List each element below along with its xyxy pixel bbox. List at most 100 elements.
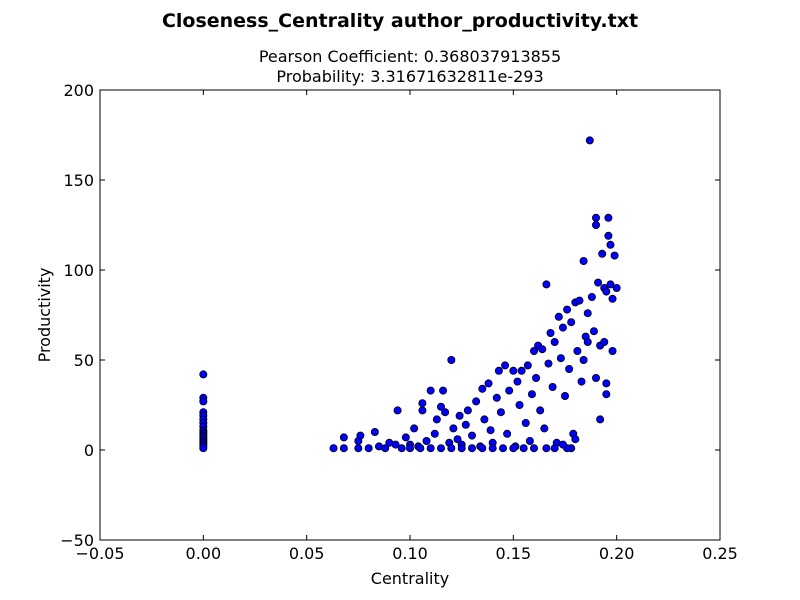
data-point xyxy=(455,411,464,420)
data-point xyxy=(436,402,445,411)
data-point xyxy=(391,440,400,449)
data-point xyxy=(339,433,348,442)
data-point xyxy=(592,220,601,229)
data-point xyxy=(370,427,379,436)
data-point xyxy=(410,424,419,433)
chart-subtitle-pearson: Pearson Coefficient: 0.368037913855 xyxy=(259,47,561,66)
data-point xyxy=(523,361,532,370)
chart-subtitle-probability: Probability: 3.31671632811e-293 xyxy=(276,67,543,86)
data-point xyxy=(461,420,470,429)
data-point xyxy=(525,436,534,445)
data-point xyxy=(558,323,567,332)
data-point xyxy=(496,408,505,417)
y-tick-label: 150 xyxy=(63,171,94,190)
data-point xyxy=(356,431,365,440)
data-point xyxy=(608,346,617,355)
data-point xyxy=(441,408,450,417)
data-point xyxy=(199,370,208,379)
x-ticks-layer: −0.05 0.00 0.05 0.10 0.15 0.20 0.25 xyxy=(75,90,738,563)
data-point xyxy=(515,400,524,409)
data-point xyxy=(478,444,487,453)
x-tick-label: −0.05 xyxy=(75,544,124,563)
data-point xyxy=(517,366,526,375)
data-point xyxy=(329,444,338,453)
data-point xyxy=(598,249,607,258)
data-point xyxy=(577,377,586,386)
data-point xyxy=(571,435,580,444)
data-point xyxy=(606,280,615,289)
data-point xyxy=(602,379,611,388)
data-point xyxy=(484,379,493,388)
data-point xyxy=(453,435,462,444)
data-point xyxy=(463,406,472,415)
chart-title: Closeness_Centrality author_productivity… xyxy=(162,10,638,32)
data-point xyxy=(447,355,456,364)
data-point xyxy=(567,318,576,327)
data-point xyxy=(199,397,208,406)
data-point xyxy=(563,305,572,314)
data-point xyxy=(600,337,609,346)
data-point xyxy=(585,136,594,145)
data-point xyxy=(509,366,518,375)
data-point xyxy=(426,386,435,395)
data-point xyxy=(544,359,553,368)
y-tick-label: −50 xyxy=(60,531,94,550)
data-point xyxy=(364,444,373,453)
data-point xyxy=(579,256,588,265)
data-point xyxy=(480,415,489,424)
data-point xyxy=(498,444,507,453)
data-point xyxy=(478,384,487,393)
data-point xyxy=(565,364,574,373)
data-point xyxy=(339,444,348,453)
data-point xyxy=(532,373,541,382)
data-point xyxy=(397,444,406,453)
data-point xyxy=(602,390,611,399)
data-point xyxy=(604,231,613,240)
data-point xyxy=(401,433,410,442)
data-point xyxy=(457,444,466,453)
data-point xyxy=(583,309,592,318)
data-point xyxy=(416,444,425,453)
data-point xyxy=(604,213,613,222)
data-point xyxy=(546,328,555,337)
data-point xyxy=(540,424,549,433)
data-point xyxy=(432,415,441,424)
y-tick-label: 200 xyxy=(63,81,94,100)
data-point xyxy=(426,444,435,453)
data-point xyxy=(521,418,530,427)
data-point xyxy=(530,444,539,453)
data-point xyxy=(558,440,567,449)
data-point xyxy=(561,391,570,400)
data-point xyxy=(418,399,427,408)
x-tick-label: 0.25 xyxy=(702,544,738,563)
data-point xyxy=(610,251,619,260)
x-tick-label: 0.10 xyxy=(392,544,428,563)
y-tick-label: 50 xyxy=(74,351,94,370)
data-point xyxy=(575,296,584,305)
data-point xyxy=(530,346,539,355)
data-point xyxy=(527,390,536,399)
x-tick-label: 0.00 xyxy=(186,544,222,563)
data-point xyxy=(548,382,557,391)
y-axis-label: Productivity xyxy=(35,268,54,363)
data-point xyxy=(449,424,458,433)
data-point xyxy=(594,278,603,287)
data-point xyxy=(436,444,445,453)
data-point xyxy=(592,373,601,382)
x-tick-label: 0.20 xyxy=(599,544,635,563)
data-point xyxy=(542,280,551,289)
data-point xyxy=(486,426,495,435)
x-tick-label: 0.05 xyxy=(289,544,325,563)
data-point xyxy=(536,406,545,415)
data-point xyxy=(538,345,547,354)
data-point xyxy=(418,406,427,415)
points-layer xyxy=(199,136,621,453)
x-tick-label: 0.15 xyxy=(496,544,532,563)
data-point xyxy=(554,312,563,321)
data-point xyxy=(579,355,588,364)
data-point xyxy=(602,287,611,296)
data-point xyxy=(509,444,518,453)
data-point xyxy=(422,436,431,445)
data-point xyxy=(354,444,363,453)
data-point xyxy=(405,444,414,453)
